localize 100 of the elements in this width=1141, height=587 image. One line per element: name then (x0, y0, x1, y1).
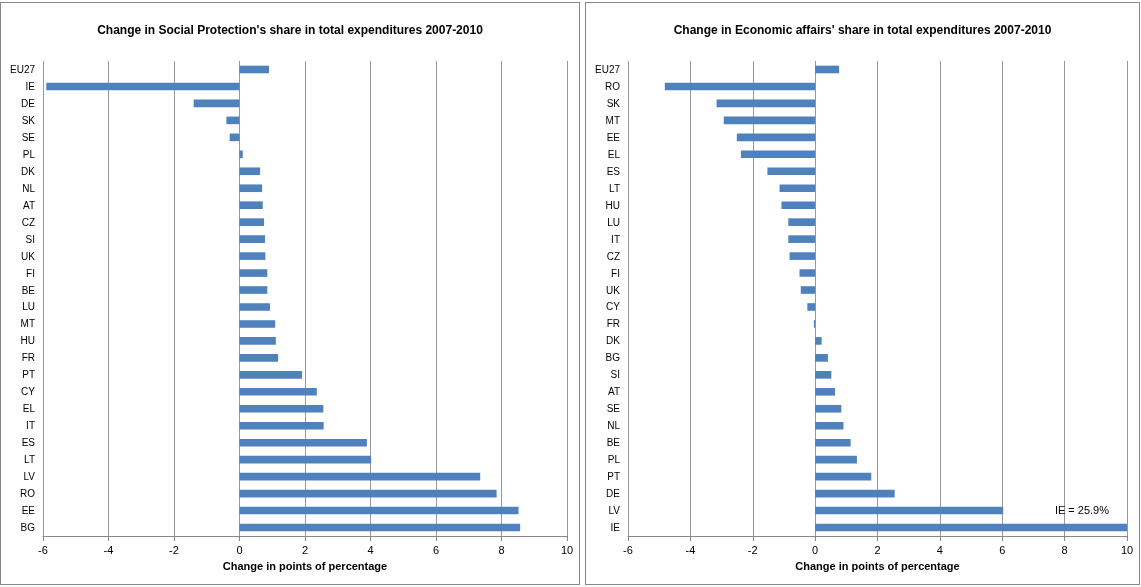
bar (239, 320, 276, 328)
y-tick-label: CY (606, 301, 621, 313)
bar (788, 235, 816, 243)
x-axis-title: Change in points of percentage (795, 559, 960, 572)
bar (815, 489, 895, 498)
y-tick-label: IT (26, 420, 35, 432)
y-tick-label: ES (21, 437, 36, 449)
chart-title: Change in Social Protection's share in total expenditures 2007-2010 (97, 23, 484, 37)
y-tick-label: MT (605, 114, 620, 126)
bar (239, 438, 367, 447)
bar (226, 116, 240, 125)
bar (800, 286, 816, 294)
bar (723, 116, 816, 125)
y-tick-label: FI (611, 267, 620, 279)
bar (239, 201, 263, 210)
bar (740, 150, 816, 159)
bar (815, 523, 1127, 532)
y-tick-label: LT (24, 454, 35, 466)
x-tick-label: 0 (812, 543, 819, 556)
bar (239, 269, 268, 277)
bar (229, 133, 240, 142)
bar (239, 184, 263, 193)
y-tick-label: PT (607, 471, 620, 483)
y-tick-label: UK (606, 284, 621, 296)
bar (239, 506, 519, 515)
y-tick-label: EE (606, 131, 621, 143)
y-tick-label: EU27 (9, 63, 36, 75)
bar (239, 455, 372, 464)
bar (239, 371, 303, 379)
y-tick-label: NL (607, 420, 621, 432)
y-tick-label: NL (22, 182, 36, 194)
y-tick-label: LV (23, 471, 36, 483)
x-tick-label: -4 (103, 543, 114, 556)
y-tick-label: DK (606, 335, 621, 347)
bar (239, 354, 279, 362)
y-tick-label: SI (25, 233, 35, 245)
bar (239, 150, 243, 159)
y-tick-label: CY (21, 386, 36, 398)
x-tick-label: 8 (1061, 543, 1068, 556)
x-tick-label: -4 (685, 543, 696, 556)
bar (716, 99, 816, 108)
y-tick-label: PL (607, 454, 621, 466)
bar (815, 354, 828, 362)
y-tick-label: PT (22, 369, 35, 381)
y-tick-label: MT (20, 318, 35, 330)
bar (815, 472, 872, 481)
x-tick-label: 10 (1120, 543, 1134, 556)
y-tick-label: BG (20, 522, 36, 534)
x-tick-label: 0 (236, 543, 243, 556)
y-tick-label: IE (25, 80, 36, 92)
y-tick-label: HU (605, 199, 620, 211)
bar (239, 235, 266, 243)
y-tick-label: RO (20, 488, 36, 500)
y-tick-label: EL (22, 403, 36, 415)
bar (239, 167, 261, 176)
y-tick-label: LU (22, 301, 35, 313)
bar (239, 303, 270, 311)
y-tick-label: IE (610, 522, 621, 534)
bar (239, 252, 266, 260)
y-tick-label: SE (21, 131, 36, 143)
bar (239, 65, 269, 74)
x-tick-label: -6 (623, 543, 633, 556)
y-tick-label: DE (606, 488, 621, 500)
bar (815, 421, 844, 430)
bar (736, 133, 816, 142)
y-tick-label: BE (606, 437, 621, 449)
y-tick-label: BE (21, 284, 36, 296)
bar (239, 337, 276, 345)
y-tick-label: LU (607, 216, 620, 228)
y-tick-label: BG (605, 352, 621, 364)
x-tick-label: 6 (999, 543, 1006, 556)
y-tick-label: LT (609, 182, 620, 194)
y-tick-label: EU27 (594, 63, 621, 75)
y-tick-label: SE (606, 403, 621, 415)
x-tick-label: -2 (169, 543, 179, 556)
bar (815, 65, 840, 74)
bar (779, 184, 816, 193)
y-tick-label: UK (21, 250, 36, 262)
bar (788, 218, 816, 226)
y-tick-label: EE (21, 505, 36, 517)
x-tick-label: 2 (874, 543, 881, 556)
y-tick-label: LV (608, 505, 621, 517)
bar (239, 404, 324, 413)
bar (799, 269, 816, 277)
bar (767, 167, 816, 176)
x-tick-label: 2 (301, 543, 309, 556)
bar (781, 201, 816, 210)
y-tick-label: FR (21, 352, 35, 364)
bar (815, 438, 851, 447)
annotation: IE = 25.9% (1054, 504, 1110, 517)
y-tick-label: DE (21, 97, 36, 109)
y-tick-label: IT (611, 233, 620, 245)
y-tick-label: AT (607, 386, 620, 398)
bar (815, 387, 836, 396)
x-tick-label: 6 (432, 543, 440, 556)
y-tick-label: SK (21, 114, 36, 126)
bar (807, 303, 816, 311)
y-tick-label: FR (606, 318, 620, 330)
bar (664, 82, 816, 91)
y-tick-label: DK (21, 165, 36, 177)
